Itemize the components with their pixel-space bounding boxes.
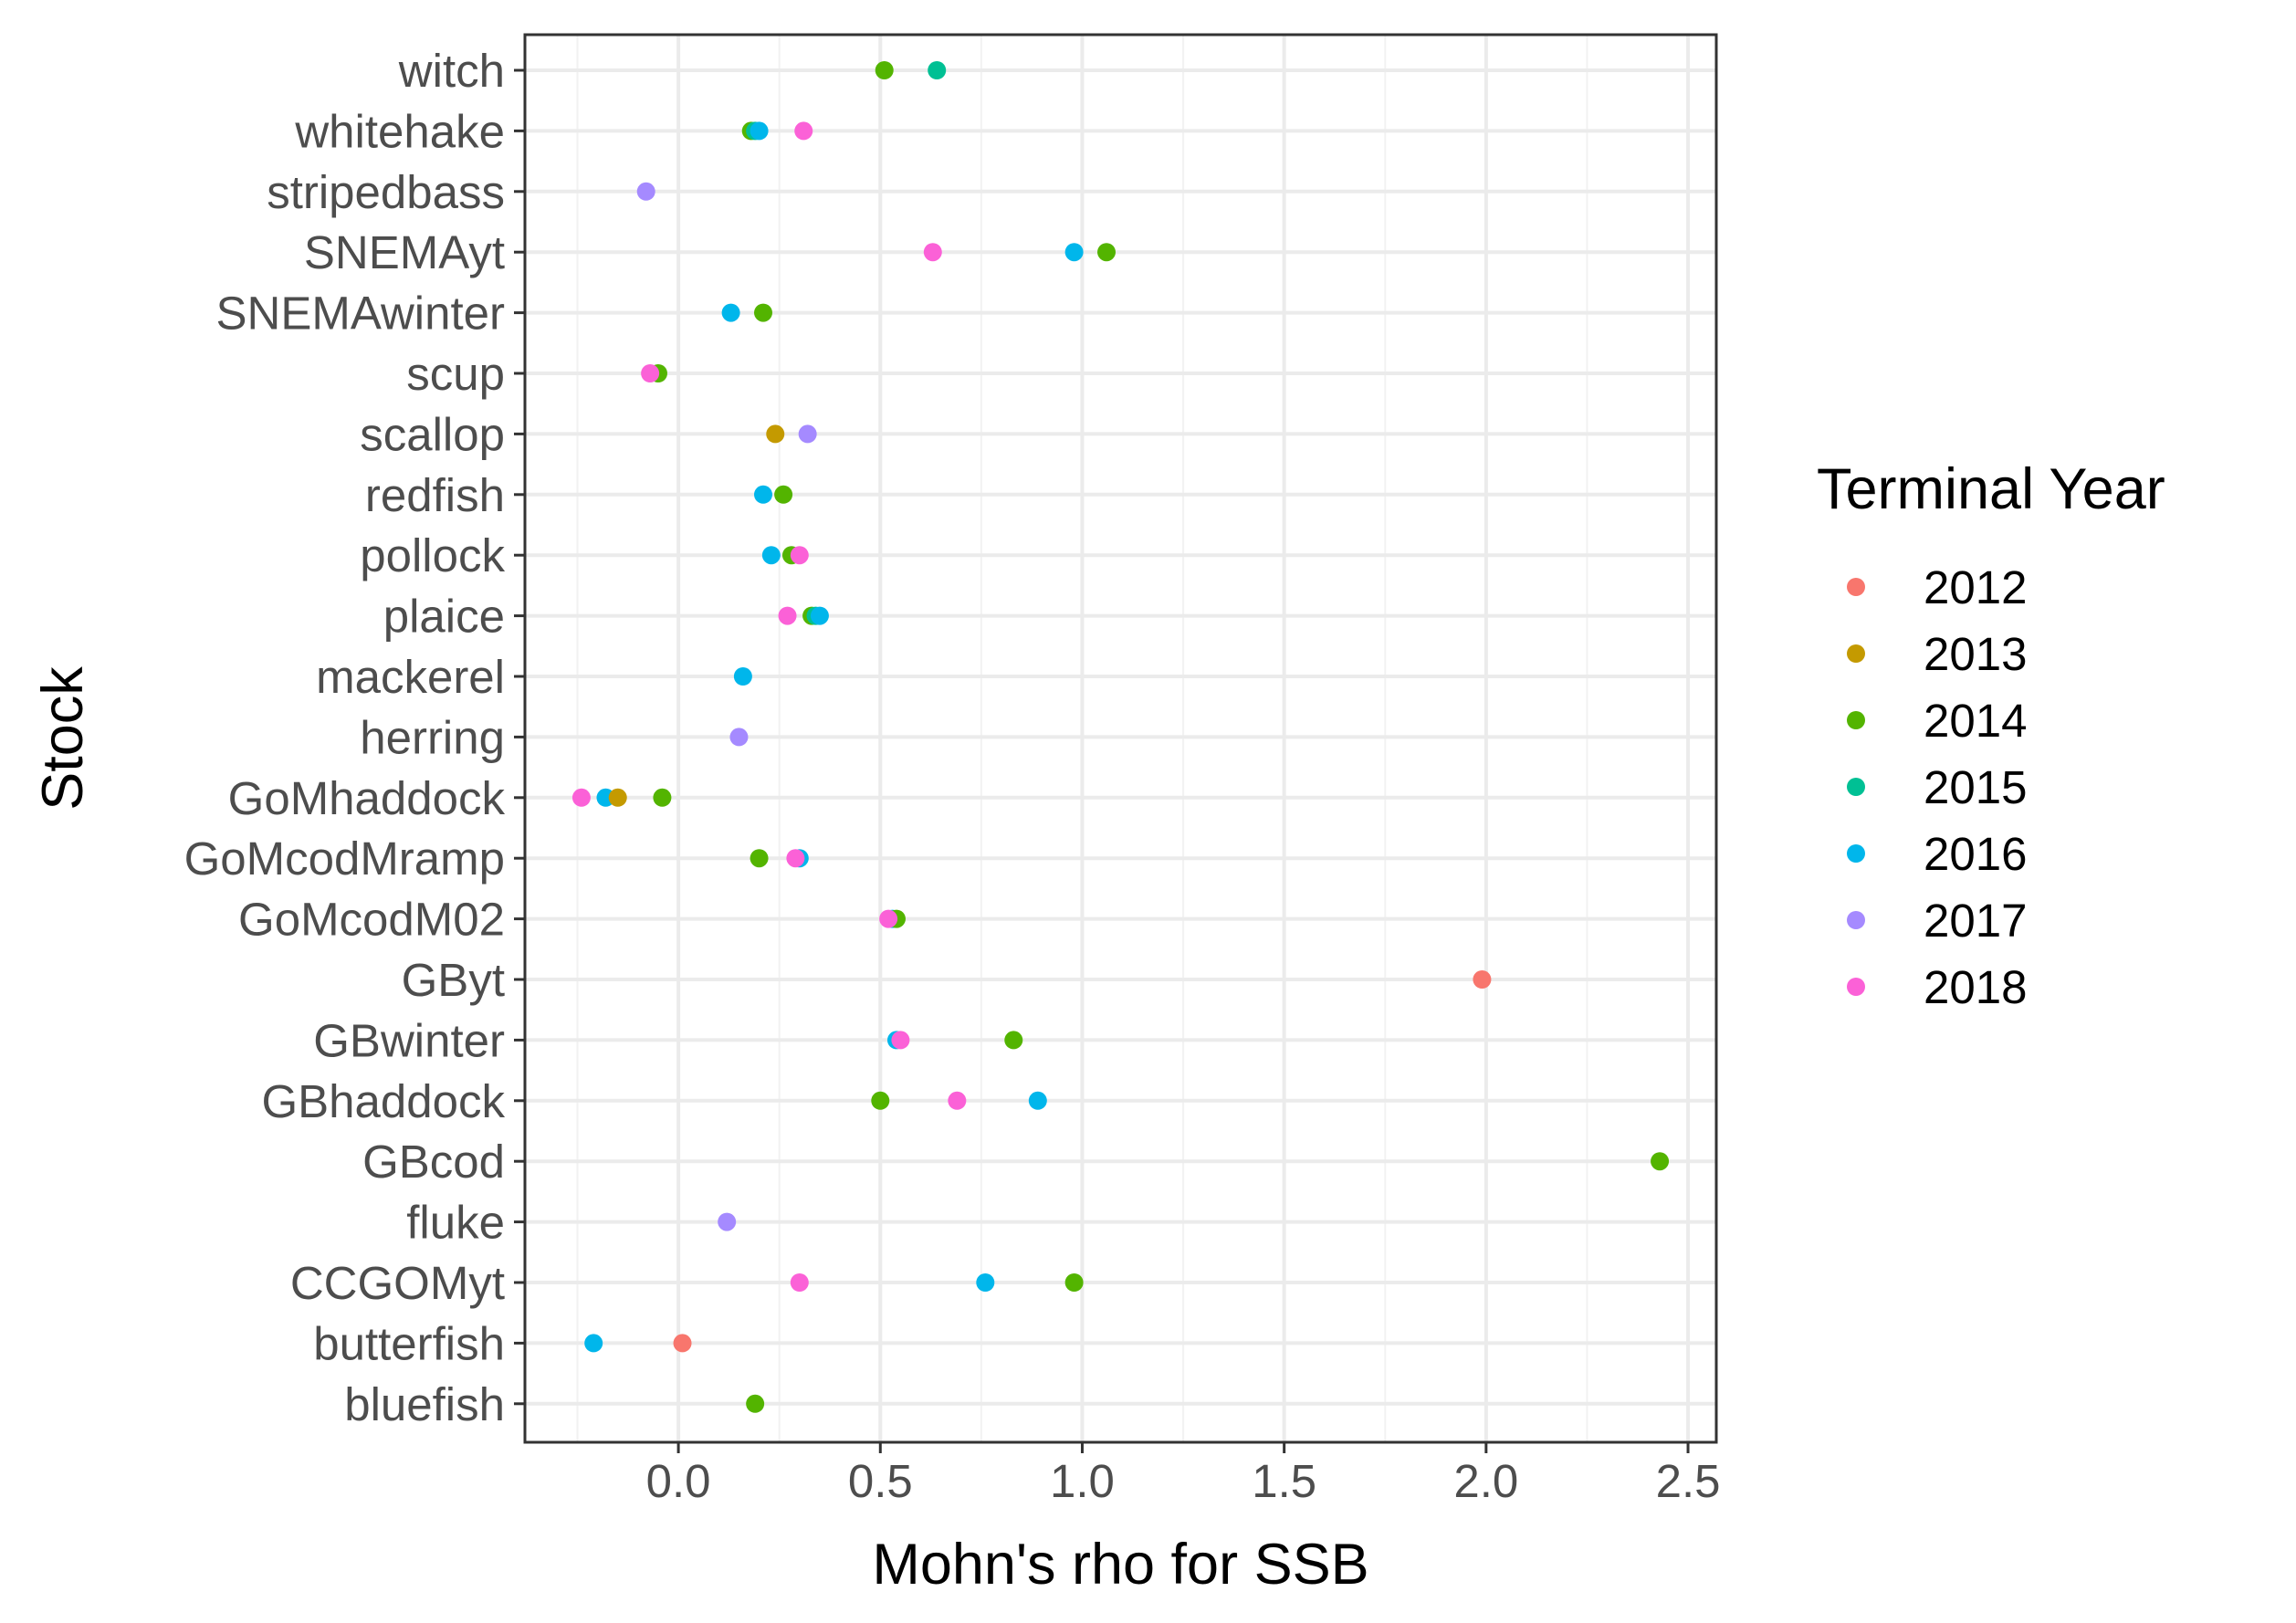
x-axis-title: Mohn's rho for SSB	[872, 1533, 1368, 1597]
y-tick-label: pollock	[360, 529, 505, 581]
data-point-GoMcodMramp-2018	[786, 849, 805, 868]
data-point-witch-2015	[928, 61, 947, 79]
data-point-CCGOMyt-2014	[1064, 1273, 1084, 1292]
data-point-redfish-2016	[754, 485, 772, 504]
data-point-GoMhaddock-2013	[608, 788, 627, 807]
y-tick-label: SNEMAwinter	[216, 288, 506, 340]
data-point-whitehake-2016	[750, 121, 769, 141]
x-tick-label: 2.0	[1453, 1455, 1518, 1507]
data-point-butterfish-2016	[584, 1334, 603, 1353]
legend-label-2013: 2013	[1924, 628, 2027, 680]
y-tick-label: GoMcodM02	[238, 894, 505, 946]
data-point-GByt-2012	[1473, 970, 1492, 989]
legend-key-2014	[1847, 711, 1865, 729]
data-point-scallop-2017	[798, 424, 817, 444]
data-point-bluefish-2014	[746, 1394, 765, 1413]
y-tick-label: GBhaddock	[261, 1075, 505, 1127]
x-tick-label: 0.0	[646, 1455, 711, 1507]
data-point-whitehake-2018	[794, 121, 813, 141]
data-point-butterfish-2012	[673, 1334, 692, 1353]
data-point-GBhaddock-2018	[948, 1091, 967, 1110]
y-tick-label: redfish	[365, 469, 505, 521]
legend-key-2018	[1847, 978, 1865, 996]
data-point-stripedbass-2017	[636, 182, 655, 201]
legend-key-2015	[1847, 778, 1865, 796]
legend-label-2017: 2017	[1924, 895, 2027, 947]
y-tick-label: fluke	[406, 1197, 505, 1249]
data-point-GBwinter-2014	[1004, 1031, 1023, 1050]
data-point-GBhaddock-2014	[871, 1091, 890, 1110]
y-axis: witch whitehake stripedbass SNEMAyt SNEMAwin…	[184, 45, 525, 1430]
legend-title: Terminal Year	[1817, 457, 2165, 521]
data-point-CCGOMyt-2016	[976, 1273, 995, 1292]
data-point-pollock-2018	[790, 546, 809, 565]
y-tick-label: GBcod	[362, 1136, 505, 1188]
data-point-GoMhaddock-2018	[571, 788, 591, 807]
data-point-witch-2014	[875, 61, 894, 79]
legend-key-2016	[1847, 844, 1865, 863]
y-tick-label: GoMhaddock	[228, 772, 506, 824]
data-point-GBhaddock-2016	[1028, 1091, 1047, 1110]
data-point-redfish-2014	[774, 485, 793, 504]
data-point-GoMcodM02-2018	[879, 909, 898, 928]
legend-key-2017	[1847, 911, 1865, 929]
major-gridlines	[525, 35, 1716, 1442]
x-tick-label: 2.5	[1656, 1455, 1721, 1507]
data-point-scup-2018	[641, 364, 660, 382]
data-point-plaice-2018	[778, 606, 797, 625]
y-tick-label: GBwinter	[313, 1014, 505, 1066]
data-point-fluke-2017	[718, 1212, 737, 1231]
data-point-SNEMAyt-2014	[1097, 243, 1117, 262]
data-point-GBcod-2014	[1651, 1152, 1670, 1171]
y-tick-label: scallop	[360, 408, 505, 460]
y-tick-label: GByt	[402, 954, 505, 1006]
x-tick-label: 0.5	[848, 1455, 913, 1507]
legend-label-2014: 2014	[1924, 695, 2027, 747]
data-point-CCGOMyt-2018	[790, 1273, 809, 1292]
x-tick-label: 1.5	[1252, 1455, 1316, 1507]
y-tick-label: GoMcodMramp	[184, 832, 505, 885]
data-point-SNEMAwinter-2014	[754, 303, 772, 322]
data-points	[571, 61, 1670, 1413]
data-point-herring-2017	[729, 728, 749, 747]
y-axis-title: Stock	[31, 666, 95, 811]
legend-label-2015: 2015	[1924, 761, 2027, 813]
data-point-pollock-2016	[761, 546, 781, 565]
legend-label-2016: 2016	[1924, 828, 2027, 880]
data-point-SNEMAyt-2018	[923, 243, 942, 262]
legend: Terminal Year 2012 2013 2014 2015 2016 2017 20…	[1817, 457, 2165, 1013]
panel-border	[523, 33, 1718, 1444]
data-point-GBwinter-2018	[891, 1031, 910, 1050]
legend-key-2013	[1847, 644, 1865, 663]
data-point-GoMhaddock-2014	[653, 788, 672, 807]
y-tick-label: scup	[406, 348, 505, 400]
data-point-SNEMAwinter-2016	[721, 303, 740, 322]
legend-key-2012	[1847, 578, 1865, 596]
data-point-scallop-2013	[766, 424, 785, 444]
y-tick-label: witch	[398, 45, 505, 97]
y-tick-label: CCGOMyt	[290, 1257, 505, 1309]
data-point-SNEMAyt-2016	[1064, 243, 1084, 262]
y-tick-label: SNEMAyt	[304, 226, 505, 278]
legend-label-2018: 2018	[1924, 961, 2027, 1013]
x-tick-label: 1.0	[1050, 1455, 1115, 1507]
y-tick-label: stripedbass	[267, 166, 505, 218]
y-tick-label: butterfish	[313, 1317, 505, 1369]
legend-label-2012: 2012	[1924, 561, 2027, 613]
y-tick-label: plaice	[383, 591, 505, 643]
y-tick-label: bluefish	[344, 1378, 505, 1430]
y-tick-label: whitehake	[294, 105, 505, 157]
data-point-mackerel-2016	[733, 667, 752, 686]
data-point-plaice-2016	[810, 606, 829, 625]
x-axis: 0.0 0.5 1.0 1.5 2.0 2.5	[646, 1442, 1721, 1507]
data-point-GoMcodMramp-2014	[750, 849, 769, 868]
y-tick-label: herring	[360, 711, 505, 763]
y-tick-label: mackerel	[316, 651, 505, 703]
